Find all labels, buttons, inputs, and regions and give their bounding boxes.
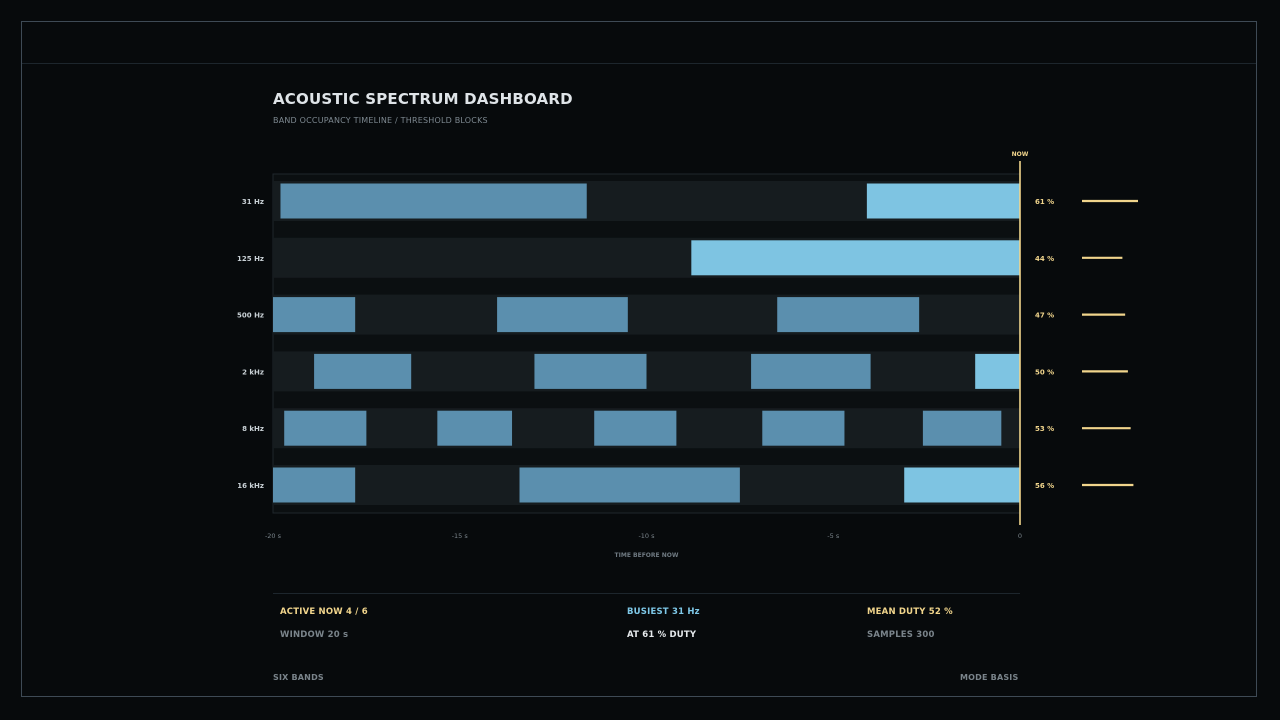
- occupancy-block: [284, 410, 367, 446]
- page-subtitle: BAND OCCUPANCY TIMELINE / THRESHOLD BLOC…: [273, 116, 488, 125]
- x-tick-label: -20 s: [265, 532, 282, 540]
- occupancy-block: [273, 467, 356, 503]
- duty-label-125-hz: 44 %: [1035, 255, 1054, 263]
- stat-busiest-duty: AT 61 % DUTY: [627, 630, 697, 640]
- occupancy-block: [904, 467, 1020, 503]
- page-title: ACOUSTIC SPECTRUM DASHBOARD: [273, 90, 573, 108]
- occupancy-block: [314, 353, 412, 389]
- footer-left-label: SIX BANDS: [273, 673, 324, 682]
- stat-busiest: BUSIEST 31 Hz: [627, 607, 700, 617]
- band-label-31-hz: 31 Hz: [242, 198, 264, 206]
- stats-rule: [273, 593, 1020, 594]
- band-label-125-hz: 125 Hz: [237, 255, 264, 263]
- x-tick-label: -10 s: [638, 532, 655, 540]
- occupancy-block: [691, 240, 1020, 276]
- occupancy-block: [777, 297, 920, 333]
- footer-right-label: MODE BASIS: [960, 673, 1019, 682]
- occupancy-block: [273, 297, 356, 333]
- duty-label-8-khz: 53 %: [1035, 425, 1054, 433]
- occupancy-block: [922, 410, 1002, 446]
- occupancy-block: [751, 353, 871, 389]
- dashboard-frame: [21, 21, 1257, 697]
- duty-label-16-khz: 56 %: [1035, 482, 1054, 490]
- duty-label-2-khz: 50 %: [1035, 368, 1054, 376]
- stat-samples: SAMPLES 300: [867, 630, 935, 640]
- band-label-16-khz: 16 kHz: [237, 482, 264, 490]
- plot-area: [272, 173, 1021, 514]
- header-rule: [22, 63, 1256, 64]
- occupancy-block: [497, 297, 628, 333]
- band-label-8-khz: 8 kHz: [242, 425, 264, 433]
- occupancy-block: [594, 410, 677, 446]
- occupancy-block: [534, 353, 647, 389]
- occupancy-block: [975, 353, 1020, 389]
- x-tick-label: -15 s: [452, 532, 469, 540]
- band-label-2-khz: 2 kHz: [242, 368, 264, 376]
- occupancy-block: [280, 183, 587, 219]
- occupancy-block: [519, 467, 740, 503]
- now-label: NOW: [1012, 151, 1029, 158]
- x-tick-label: -5 s: [827, 532, 840, 540]
- occupancy-block: [762, 410, 845, 446]
- stat-active-now: ACTIVE NOW 4 / 6: [280, 607, 368, 617]
- stat-window: WINDOW 20 s: [280, 630, 349, 640]
- x-tick-label: 0: [1018, 532, 1022, 540]
- duty-label-31-hz: 61 %: [1035, 198, 1054, 206]
- stat-mean-duty: MEAN DUTY 52 %: [867, 607, 953, 617]
- band-label-500-hz: 500 Hz: [237, 312, 264, 320]
- occupancy-block: [437, 410, 513, 446]
- x-axis-label: TIME BEFORE NOW: [615, 552, 679, 559]
- occupancy-block: [866, 183, 1020, 219]
- duty-label-500-hz: 47 %: [1035, 312, 1054, 320]
